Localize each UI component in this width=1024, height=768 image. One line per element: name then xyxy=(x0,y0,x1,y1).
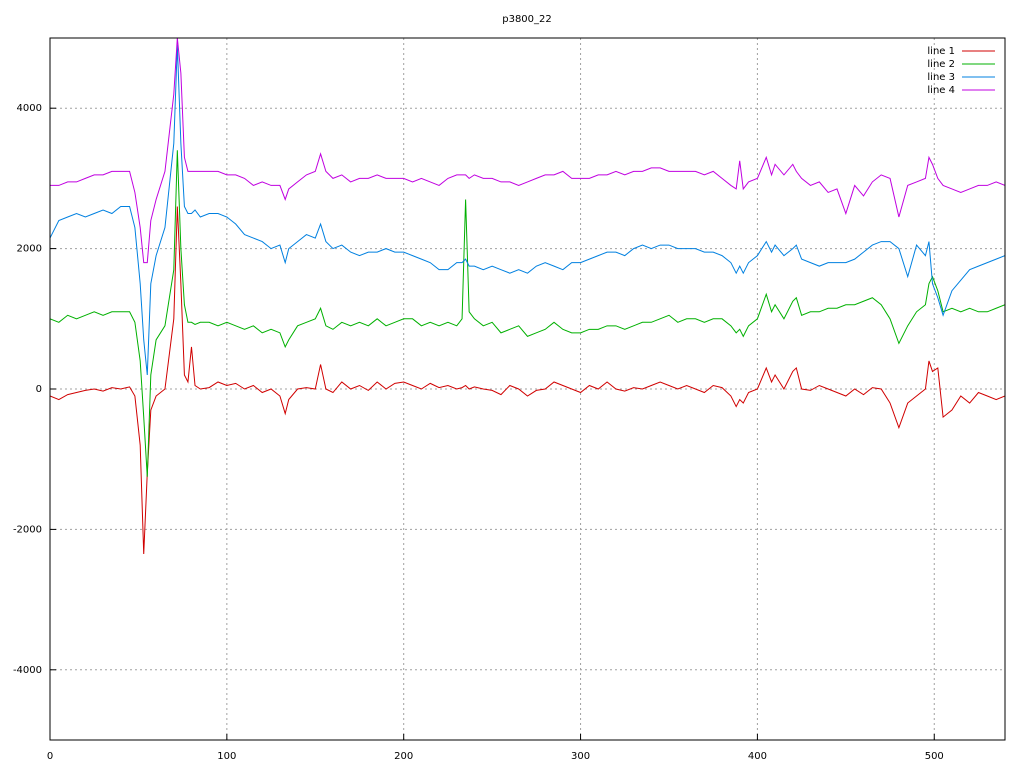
x-tick-label: 0 xyxy=(47,751,53,762)
grid xyxy=(49,38,1005,740)
legend-label: line 2 xyxy=(927,59,955,70)
series-line xyxy=(50,206,1005,554)
y-tick-label: -4000 xyxy=(13,665,42,676)
legend-label: line 3 xyxy=(927,72,955,83)
x-tick-label: 100 xyxy=(217,751,236,762)
y-tick-label: 2000 xyxy=(17,244,42,255)
legend-label: line 4 xyxy=(927,85,955,96)
series-line xyxy=(50,38,1005,264)
legend: line 1 line 2 line 3 line 4 xyxy=(927,46,995,96)
plot-area xyxy=(50,38,1005,554)
x-tick-label: 200 xyxy=(394,751,413,762)
x-tick-label: 300 xyxy=(571,751,590,762)
x-tick-label: 500 xyxy=(925,751,944,762)
chart-title: p3800_22 xyxy=(502,14,552,25)
y-tick-label: 0 xyxy=(36,384,42,395)
plot-border xyxy=(49,37,1006,741)
y-tick-label: -2000 xyxy=(13,524,42,535)
x-tick-label: 400 xyxy=(748,751,767,762)
y-tick-label: 4000 xyxy=(17,103,42,114)
legend-label: line 1 xyxy=(927,46,955,57)
series-line xyxy=(50,150,1005,477)
series-line xyxy=(50,45,1005,376)
